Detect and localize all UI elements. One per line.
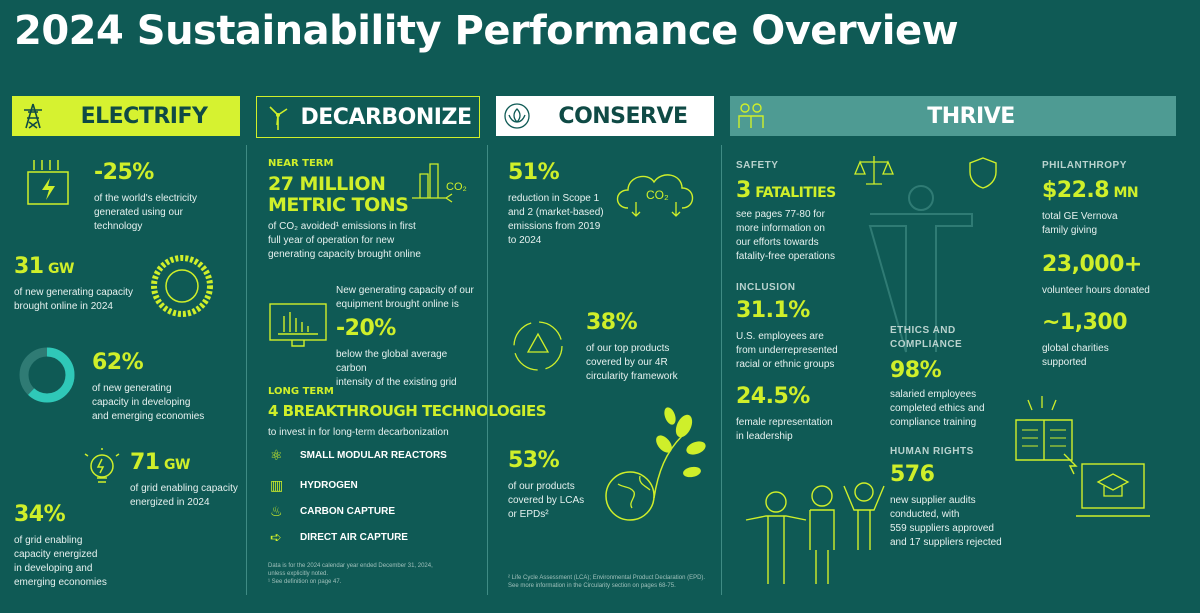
earth-tree-icon (596, 402, 712, 529)
technology-item: CARBON CAPTURE (300, 506, 395, 517)
decarbonize-title: DECARBONIZE (300, 104, 472, 130)
co2-label: CO₂ (646, 188, 669, 202)
column-divider (721, 145, 722, 595)
thrive-header: THRIVE (730, 96, 1176, 136)
family-icon (736, 480, 886, 595)
column-divider (246, 145, 247, 595)
conserve-stat-2-text: of our top products covered by our 4R circ… (586, 343, 678, 382)
air-capture-icon: ➪ (270, 529, 282, 545)
human-rights-value: 576 (890, 462, 935, 487)
hydrogen-tank-icon: ▥ (270, 477, 284, 493)
book-icon (1012, 396, 1082, 481)
decarbonize-footnotes: Data is for the 2024 calendar year ended… (268, 563, 433, 585)
lotus-icon (502, 101, 532, 131)
philanthropy-label: PHILANTHROPY (1042, 160, 1127, 171)
electrify-stat-4-text: of grid enabling capacity energized in 20… (130, 483, 238, 508)
electrify-stat-1-text: of the world's electricity generated usin… (94, 193, 198, 232)
human-rights-text: new supplier audits conducted, with 559 su… (890, 495, 1002, 548)
inclusion-label: INCLUSION (736, 282, 796, 293)
decarbonize-stat-3-value: 4 BREAKTHROUGH TECHNOLOGIES (268, 402, 547, 420)
decarbonize-stat-1-value: 27 MILLION METRIC TONS (268, 173, 409, 216)
decarbonize-stat-1-text: of CO₂ avoided¹ emissions in first full y… (268, 221, 421, 260)
column-divider (487, 145, 488, 595)
decarbonize-stat-2-value: -20% (336, 316, 396, 341)
inclusion-text-1: U.S. employees are from underrepresented r… (736, 331, 838, 370)
page-title: 2024 Sustainability Performance Overview (14, 8, 959, 54)
decarbonize-stat-2-text: below the global average carbon intensity… (336, 349, 457, 388)
laptop-graduation-icon (1076, 460, 1150, 535)
electrify-stat-2-text: of new generating capacity brought online… (14, 287, 133, 312)
donut-62-icon (18, 346, 76, 409)
atom-icon: ⚛ (270, 447, 283, 463)
long-term-label: LONG TERM (268, 386, 334, 397)
philanthropy-value-2: 23,000+ (1042, 252, 1142, 277)
inclusion-value-1: 31.1% (736, 298, 810, 323)
conserve-stat-2-value: 38% (586, 310, 638, 335)
conserve-stat-1-value: 51% (508, 160, 560, 185)
safety-value: 3 FATALITIES (736, 178, 836, 203)
technology-item: HYDROGEN (300, 480, 358, 491)
scales-icon (854, 154, 894, 193)
electrify-column: ELECTRIFY -25% of the world's electricit… (12, 96, 240, 601)
decarbonize-stat-2-intro: New generating capacity of our equipment … (336, 285, 474, 310)
philanthropy-text-2: volunteer hours donated (1042, 285, 1150, 296)
near-term-label: NEAR TERM (268, 158, 334, 169)
electrify-stat-5-value: 34% (14, 502, 66, 527)
safety-text: see pages 77-80 for more information on ou… (736, 209, 835, 262)
electrify-header: ELECTRIFY (12, 96, 240, 136)
philanthropy-text-1: total GE Vernova family giving (1042, 211, 1118, 236)
recycle-icon (508, 316, 568, 381)
lightbulb-icon (82, 448, 122, 497)
safety-label: SAFETY (736, 160, 779, 171)
ethics-label: ETHICS AND COMPLIANCE (890, 325, 963, 350)
decarbonize-stat-3-text: to invest in for long-term decarbonizati… (268, 427, 449, 438)
carbon-capture-icon: ♨ (270, 503, 283, 519)
people-icon (736, 101, 766, 131)
ethics-value: 98% (890, 358, 942, 383)
wind-turbine-icon (263, 102, 293, 132)
battery-bolt-icon (20, 156, 78, 219)
power-tower-icon (18, 101, 48, 131)
conserve-title: CONSERVE (558, 103, 688, 129)
inclusion-value-2: 24.5% (736, 384, 810, 409)
philanthropy-value-3: ~1,300 (1042, 310, 1128, 335)
conserve-column: CONSERVE 51% reduction in Scope 1 and 2 (… (496, 96, 714, 601)
philanthropy-value-1: $22.8 MN (1042, 178, 1139, 203)
co2-factory-icon (406, 154, 476, 209)
ethics-text: salaried employees completed ethics and co… (890, 389, 985, 428)
technology-item: SMALL MODULAR REACTORS (300, 450, 447, 461)
turbine-wheel-icon (150, 254, 214, 323)
electrify-stat-2-value: 31 GW (14, 254, 74, 279)
electrify-stat-3-text: of new generating capacity in developing a… (92, 383, 205, 422)
electrify-stat-1-value: -25% (94, 160, 154, 185)
monitor-chart-icon (266, 298, 330, 357)
co2-label: CO₂ (446, 181, 467, 193)
technology-item: DIRECT AIR CAPTURE (300, 532, 408, 543)
decarbonize-header: DECARBONIZE (256, 96, 480, 138)
shield-icon (968, 156, 998, 195)
electrify-stat-3-value: 62% (92, 350, 144, 375)
thrive-column: THRIVE SAFETY 3 FATALITIES see pages 77-… (730, 96, 1186, 601)
electrify-title: ELECTRIFY (80, 103, 208, 129)
conserve-stat-1-text: reduction in Scope 1 and 2 (market-based)… (508, 193, 604, 246)
co2-cloud-icon (610, 162, 702, 229)
conserve-stat-3-value: 53% (508, 448, 560, 473)
thrive-title: THRIVE (927, 103, 1015, 129)
electrify-stat-5-text: of grid enabling capacity energized in dev… (14, 535, 107, 588)
person-figure-icon (866, 184, 976, 359)
inclusion-text-2: female representation in leadership (736, 417, 833, 442)
conserve-stat-3-text: of our products covered by LCAs or EPDs² (508, 481, 585, 520)
conserve-header: CONSERVE (496, 96, 714, 136)
electrify-stat-4-value: 71 GW (130, 450, 190, 475)
human-rights-label: HUMAN RIGHTS (890, 446, 974, 457)
philanthropy-text-3: global charities supported (1042, 343, 1109, 368)
conserve-footnotes: ² Life Cycle Assessment (LCA); Environme… (508, 575, 706, 589)
decarbonize-column: DECARBONIZE NEAR TERM 27 MILLION METRIC T… (256, 96, 547, 601)
